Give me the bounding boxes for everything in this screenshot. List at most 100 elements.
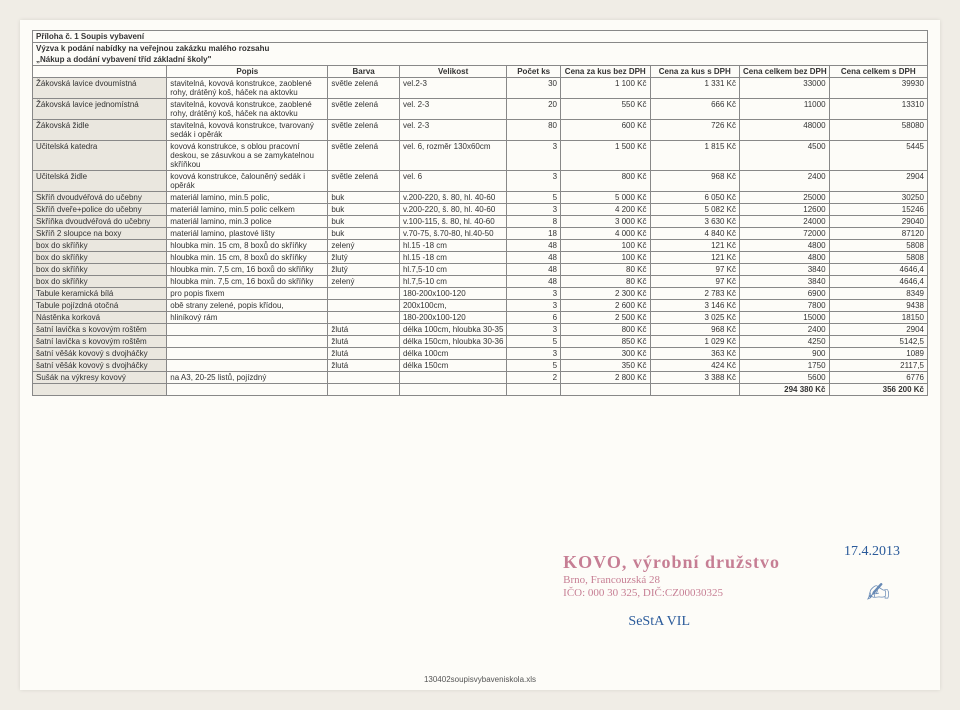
table-row: šatní věšák kovový s dvojháčkyžlutádélka… [33,360,928,372]
item-barva [328,372,400,384]
signature: ✍︎ [867,576,890,610]
item-celkem-bez: 3840 [740,264,830,276]
item-velikost: délka 100cm, hloubka 30-35 [399,324,506,336]
table-row: Skříň dveře+police do učebnymateriál lam… [33,204,928,216]
item-ks: 5 [507,360,561,372]
item-celkem-bez: 48000 [740,120,830,141]
item-celkem-s: 13310 [829,99,927,120]
item-cena-s: 968 Kč [650,171,740,192]
item-ks: 48 [507,276,561,288]
item-cena-bez: 80 Kč [561,264,651,276]
item-popis: obě strany zelené, popis křídou, [167,300,328,312]
item-barva [328,288,400,300]
item-celkem-bez: 25000 [740,192,830,204]
item-celkem-s: 30250 [829,192,927,204]
item-ks: 3 [507,288,561,300]
item-name: šatní lavička s kovovým roštěm [33,324,167,336]
item-popis: materiál lamino, min.5 polic, [167,192,328,204]
item-celkem-s: 2117,5 [829,360,927,372]
total-bez: 294 380 Kč [740,384,830,396]
item-name: Nástěnka korková [33,312,167,324]
item-popis: kovová konstrukce, čalouněný sedák i opě… [167,171,328,192]
item-cena-s: 3 146 Kč [650,300,740,312]
item-cena-s: 726 Kč [650,120,740,141]
item-cena-bez: 2 300 Kč [561,288,651,300]
item-velikost: 200x100cm, [399,300,506,312]
item-ks: 6 [507,312,561,324]
item-popis: materiál lamino, min.3 police [167,216,328,228]
item-popis: hloubka min. 7,5 cm, 16 boxů do skříňky [167,264,328,276]
table-row: Učitelská židlekovová konstrukce, čaloun… [33,171,928,192]
item-cena-s: 3 630 Kč [650,216,740,228]
item-ks: 80 [507,120,561,141]
item-name: Skříň 2 sloupce na boxy [33,228,167,240]
item-barva: žlutý [328,252,400,264]
item-cena-s: 121 Kč [650,240,740,252]
column-header: Velikost [399,66,506,78]
item-barva: zelený [328,276,400,288]
item-barva: světle zelená [328,141,400,171]
signature-date: 17.4.2013 [844,544,900,560]
item-cena-s: 121 Kč [650,252,740,264]
item-popis: kovová konstrukce, s oblou pracovní desk… [167,141,328,171]
item-velikost: vel. 6, rozměr 130x60cm [399,141,506,171]
item-popis [167,336,328,348]
table-row: Skříň 2 sloupce na boxymateriál lamino, … [33,228,928,240]
item-celkem-s: 58080 [829,120,927,141]
column-header: Cena celkem bez DPH [740,66,830,78]
item-ks: 30 [507,78,561,99]
item-celkem-s: 6776 [829,372,927,384]
item-ks: 48 [507,252,561,264]
item-popis: hloubka min. 15 cm, 8 boxů do skříňky [167,240,328,252]
item-barva: buk [328,192,400,204]
item-ks: 18 [507,228,561,240]
column-header [33,66,167,78]
item-popis [167,324,328,336]
item-cena-bez: 5 000 Kč [561,192,651,204]
item-celkem-bez: 4800 [740,240,830,252]
item-cena-s: 97 Kč [650,264,740,276]
item-barva: světle zelená [328,120,400,141]
item-cena-s: 666 Kč [650,99,740,120]
item-cena-bez: 850 Kč [561,336,651,348]
item-name: Sušák na výkresy kovový [33,372,167,384]
item-ks: 3 [507,324,561,336]
table-row: šatní lavička s kovovým roštěmžlutádélka… [33,324,928,336]
item-cena-bez: 300 Kč [561,348,651,360]
item-celkem-s: 29040 [829,216,927,228]
totals-row: 294 380 Kč356 200 Kč [33,384,928,396]
column-header: Počet ks [507,66,561,78]
table-row: šatní věšák kovový s dvojháčkyžlutádélka… [33,348,928,360]
total-s: 356 200 Kč [829,384,927,396]
item-popis: stavitelná, kovová konstrukce, tvarovaný… [167,120,328,141]
item-name: Skříň dveře+police do učebny [33,204,167,216]
item-celkem-bez: 33000 [740,78,830,99]
item-name: Skříň dvoudvéřová do učebny [33,192,167,204]
item-cena-bez: 100 Kč [561,240,651,252]
item-cena-bez: 4 200 Kč [561,204,651,216]
item-celkem-bez: 6900 [740,288,830,300]
item-barva: žlutá [328,360,400,372]
item-name: box do skříňky [33,240,167,252]
item-cena-bez: 4 000 Kč [561,228,651,240]
item-popis [167,348,328,360]
sesta-text: SeStA VIL [628,614,690,630]
table-row: Nástěnka korkováhliníkový rám180-200x100… [33,312,928,324]
item-celkem-s: 9438 [829,300,927,312]
item-barva [328,312,400,324]
item-popis: hloubka min. 15 cm, 8 boxů do skříňky [167,252,328,264]
item-celkem-bez: 4500 [740,141,830,171]
item-celkem-bez: 24000 [740,216,830,228]
item-celkem-bez: 2400 [740,171,830,192]
item-popis: materiál lamino, plastové lišty [167,228,328,240]
item-velikost: vel.2-3 [399,78,506,99]
item-celkem-s: 5445 [829,141,927,171]
item-popis: na A3, 20-25 listů, pojízdný [167,372,328,384]
item-barva: světle zelená [328,99,400,120]
item-name: Učitelská katedra [33,141,167,171]
item-velikost: vel. 2-3 [399,120,506,141]
item-velikost: délka 100cm [399,348,506,360]
item-celkem-s: 4646,4 [829,264,927,276]
item-celkem-s: 39930 [829,78,927,99]
item-name: Učitelská židle [33,171,167,192]
